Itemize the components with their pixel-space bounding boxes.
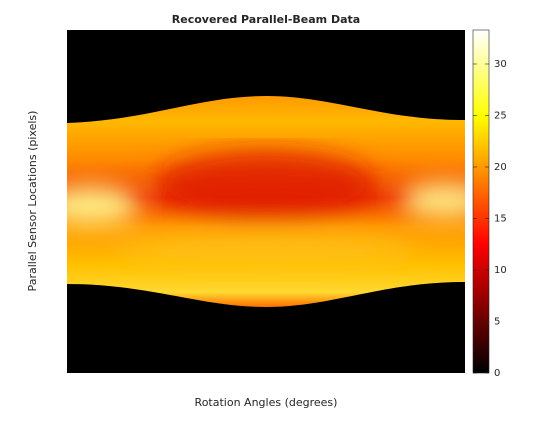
colorbar-tick-label: 25 <box>494 110 507 121</box>
colorbar-tick-label: 10 <box>494 265 507 276</box>
chart-title: Recovered Parallel-Beam Data <box>172 13 360 26</box>
colorbar-tick-label: 15 <box>494 213 507 224</box>
colorbar-tick-label: 30 <box>494 59 507 70</box>
colorbar-tick-label: 0 <box>494 368 500 379</box>
colorbar-tick-label: 20 <box>494 162 507 173</box>
image <box>67 30 465 373</box>
x-axis-label: Rotation Angles (degrees) <box>195 396 338 409</box>
colorbar-tick-label: 5 <box>494 316 500 327</box>
y-axis-label: Parallel Sensor Locations (pixels) <box>26 111 39 292</box>
